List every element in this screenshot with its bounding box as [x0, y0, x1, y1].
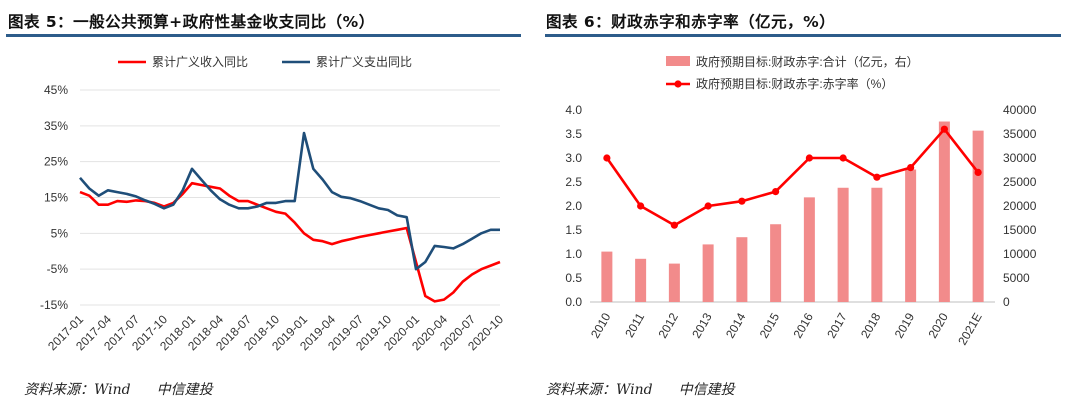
y-tick-label: 5% — [51, 226, 69, 240]
deficit-rate-point — [704, 202, 712, 210]
y-tick-label-left: 2.0 — [565, 199, 582, 213]
x-tick-label: 2020 — [925, 310, 951, 340]
x-tick-label: 2015 — [757, 310, 783, 340]
bar-deficit — [736, 237, 748, 302]
bar-deficit — [635, 258, 647, 302]
y-tick-label-left: 0.0 — [565, 295, 582, 309]
y-tick-label: 15% — [44, 191, 68, 205]
source-note-left: 资料来源：Wind 中信建投 — [24, 379, 213, 399]
y-tick-label: -5% — [47, 262, 69, 276]
bar-deficit — [905, 169, 917, 302]
x-tick-label: 2016 — [790, 310, 816, 340]
y-tick-label-right: 0 — [1003, 295, 1010, 309]
combo-chart-deficit: 0.0 0.5 1.0 1.5 2.0 2.5 3.0 3.5 4.0 0 5000 10000 150… — [565, 54, 1037, 348]
chart-title-left: 图表 5：一般公共预算+政府性基金收支同比（%） — [8, 13, 375, 31]
deficit-rate-point — [907, 164, 915, 172]
source-label-right: 资料来源：Wind — [546, 382, 653, 398]
bar-deficit — [770, 224, 782, 302]
chart-panel-left: 图表 5：一般公共预算+政府性基金收支同比（%） -15% -5% 5% 15% 25%… — [6, 13, 521, 399]
deficit-rate-point — [873, 173, 881, 181]
y-tick-label-right: 5000 — [1003, 271, 1030, 285]
y-tick-label: 25% — [44, 155, 68, 169]
y-tick-label-left: 1.0 — [565, 247, 582, 261]
x-tick-label: 2012 — [655, 310, 681, 340]
x-tick-label: 2010 — [588, 310, 614, 340]
y-tick-label-right: 25000 — [1003, 175, 1037, 189]
source-note-right: 资料来源：Wind 中信建投 — [546, 379, 735, 399]
bar-deficit — [601, 251, 613, 302]
legend-label: 政府预期目标:财政赤字:合计（亿元，右） — [696, 54, 919, 69]
deficit-rate-point — [670, 221, 678, 229]
source-org-right: 中信建投 — [678, 382, 735, 398]
line-chart-revenue-expenditure: -15%-5%5%15%25%35%45%2017-012017-042017-… — [40, 55, 506, 353]
y-tick-label-right: 20000 — [1003, 199, 1037, 213]
bar-deficit — [938, 121, 950, 303]
bar-deficit — [702, 244, 714, 302]
y-tick-label-right: 10000 — [1003, 247, 1037, 261]
deficit-rate-point — [772, 188, 780, 196]
deficit-rate-point — [805, 154, 813, 162]
y-tick-label-left: 2.5 — [565, 175, 582, 189]
source-label-left: 资料来源：Wind — [24, 382, 131, 398]
deficit-rate-point — [637, 202, 645, 210]
x-tick-label: 2011 — [622, 310, 647, 340]
bar-deficit — [837, 187, 849, 302]
y-tick-label-left: 0.5 — [565, 271, 582, 285]
legend-bar-marker — [666, 56, 690, 66]
y-tick-label-right: 40000 — [1003, 103, 1037, 117]
y-tick-label-left: 3.5 — [565, 127, 582, 141]
y-tick-label: -15% — [40, 298, 68, 312]
y-tick-label-left: 4.0 — [565, 103, 582, 117]
x-tick-label: 2021E — [955, 311, 984, 348]
legend-label: 累计广义支出同比 — [316, 55, 412, 69]
bar-deficit — [803, 197, 815, 302]
x-tick-label: 2013 — [689, 310, 715, 340]
y-tick-label-right: 30000 — [1003, 151, 1037, 165]
deficit-rate-point — [603, 154, 611, 162]
deficit-rate-point — [738, 197, 746, 205]
bar-deficit — [871, 187, 883, 302]
series-line-expenditure — [79, 131, 500, 271]
legend-label: 政府预期目标:财政赤字:赤字率（%） — [696, 76, 893, 91]
deficit-rate-point — [940, 125, 948, 133]
title-divider-left — [6, 34, 521, 37]
deficit-rate-point — [974, 168, 982, 176]
source-org-left: 中信建投 — [156, 382, 213, 398]
legend-point-marker — [674, 80, 682, 88]
x-tick-label: 2019 — [892, 310, 918, 340]
bar-deficit — [668, 263, 680, 302]
title-divider-right — [545, 34, 1061, 37]
y-tick-label-right: 35000 — [1003, 127, 1037, 141]
x-tick-label: 2018 — [858, 310, 884, 340]
deficit-rate-point — [839, 154, 847, 162]
chart-title-right: 图表 6：财政赤字和赤字率（亿元，%） — [546, 13, 836, 31]
bar-deficit — [972, 130, 984, 302]
y-tick-label-left: 3.0 — [565, 151, 582, 165]
chart-panel-right: 图表 6：财政赤字和赤字率（亿元，%） 0.0 0.5 1.0 1.5 2.0 2.5 3.… — [540, 0, 1080, 415]
x-tick-label: 2014 — [723, 310, 749, 340]
x-tick-label: 2017 — [824, 310, 850, 340]
y-tick-label-left: 1.5 — [565, 223, 582, 237]
y-tick-label: 35% — [44, 119, 68, 133]
legend-label: 累计广义收入同比 — [152, 55, 248, 69]
y-tick-label: 45% — [44, 83, 68, 97]
series-line-deficit-rate — [605, 127, 980, 227]
y-tick-label-right: 15000 — [1003, 223, 1037, 237]
